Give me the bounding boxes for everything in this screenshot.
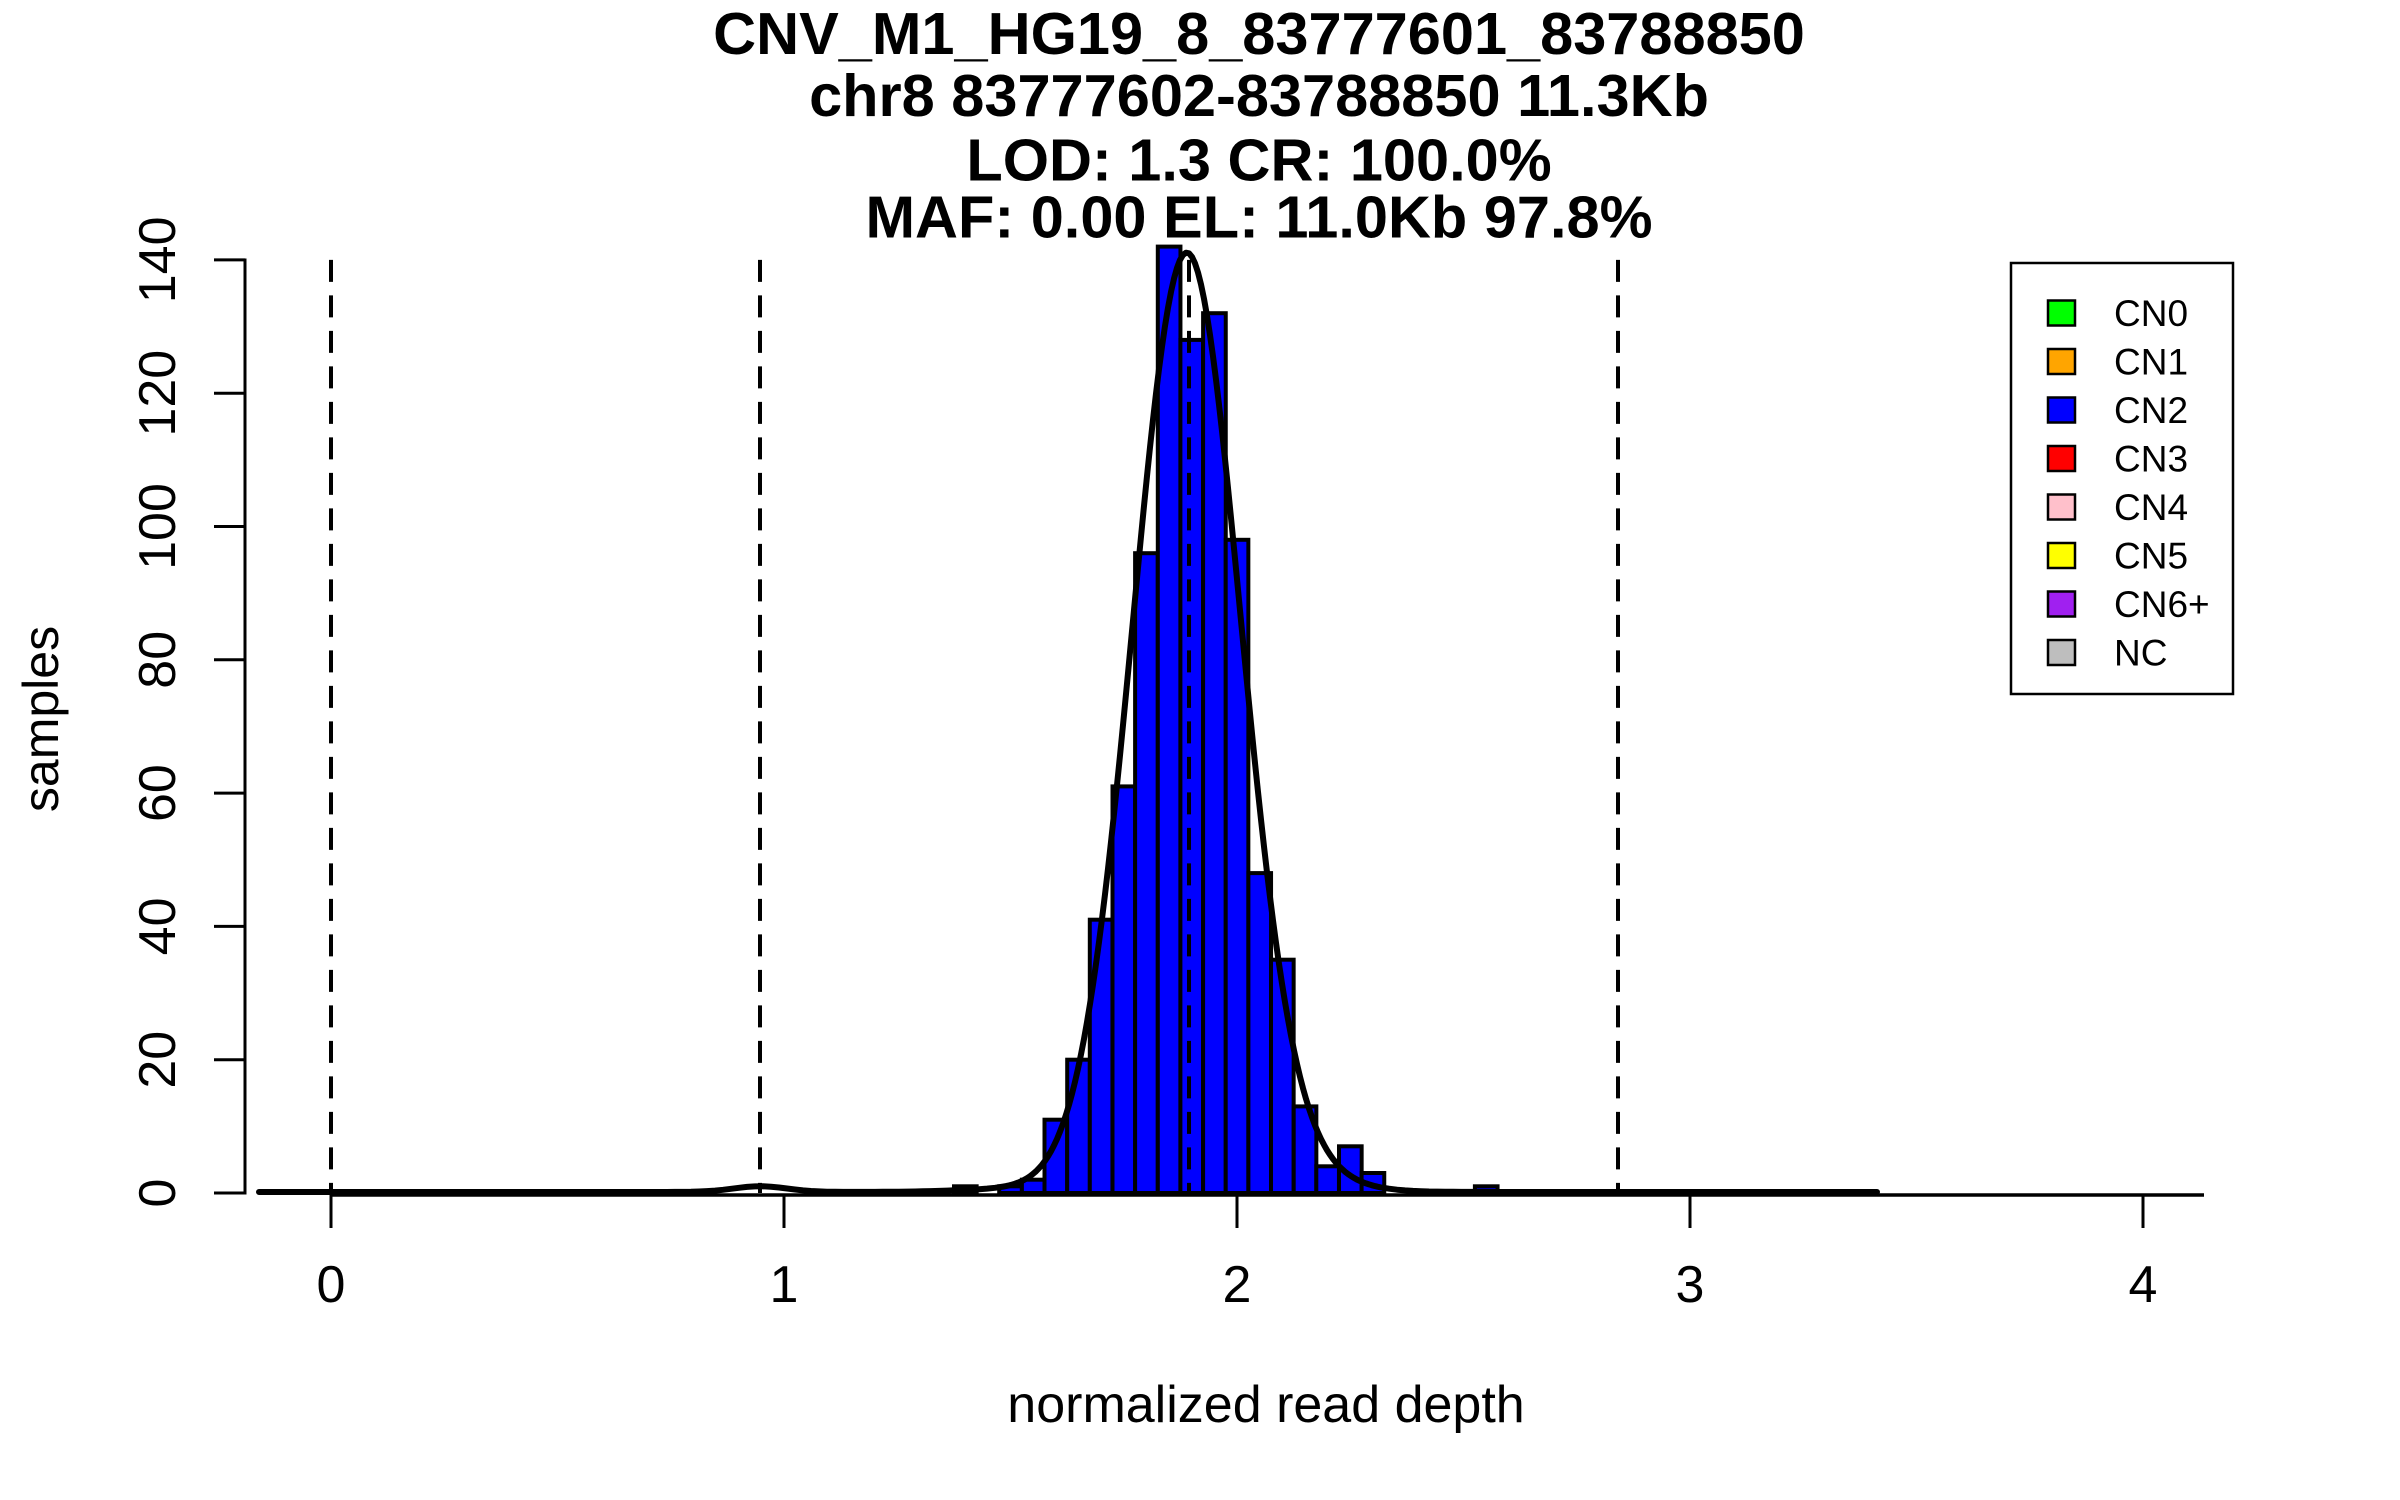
svg-text:100: 100 [129,483,187,570]
svg-text:MAF: 0.00 EL: 11.0Kb 97.8%: MAF: 0.00 EL: 11.0Kb 97.8% [865,184,1652,251]
svg-text:2: 2 [1223,1256,1252,1314]
svg-text:20: 20 [129,1031,187,1089]
svg-text:120: 120 [129,350,187,437]
svg-text:60: 60 [129,764,187,822]
svg-text:80: 80 [129,631,187,689]
svg-text:LOD: 1.3 CR: 100.0%: LOD: 1.3 CR: 100.0% [966,127,1551,194]
svg-text:CN2: CN2 [2114,390,2188,431]
svg-text:140: 140 [129,217,187,304]
svg-text:CN0: CN0 [2114,293,2188,334]
svg-text:1: 1 [770,1256,799,1314]
svg-text:4: 4 [2129,1256,2158,1314]
svg-text:CN5: CN5 [2114,536,2188,577]
svg-text:NC: NC [2114,633,2167,674]
svg-text:0: 0 [317,1256,346,1314]
svg-text:normalized read depth: normalized read depth [1007,1376,1524,1434]
svg-text:3: 3 [1676,1256,1705,1314]
svg-text:0: 0 [129,1179,187,1208]
svg-text:samples: samples [13,626,69,812]
svg-text:40: 40 [129,897,187,955]
svg-text:CN3: CN3 [2114,439,2188,480]
svg-text:CNV_M1_HG19_8_83777601_8378885: CNV_M1_HG19_8_83777601_83788850 [713,0,1805,67]
svg-text:chr8 83777602-83788850 11.3Kb: chr8 83777602-83788850 11.3Kb [809,62,1709,129]
svg-text:CN6+: CN6+ [2114,584,2210,625]
svg-text:CN1: CN1 [2114,342,2188,383]
svg-text:CN4: CN4 [2114,487,2188,528]
